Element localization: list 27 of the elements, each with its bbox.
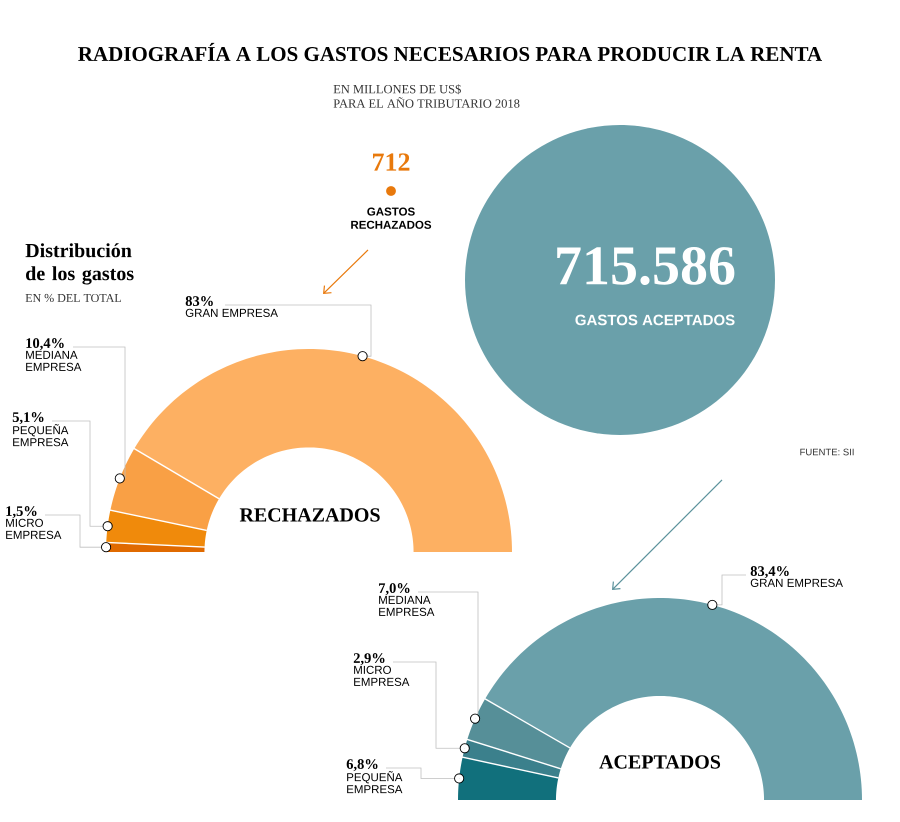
data-label: 83% (186, 296, 213, 306)
data-label: 5,1% (12, 412, 44, 424)
text: EN MILLONES DE US$ PARA EL AÑO TRIBUTARIO 2018 (334, 84, 520, 108)
text: RADIOGRAFÍA A LOS GASTOS NECESARIOS PARA PRODUCIR LA RENTA (78, 42, 822, 62)
slice-label: GRAN EMPRESA (750, 578, 843, 587)
data-label: 712 (372, 153, 410, 171)
data-label: 2,9% (354, 653, 384, 666)
slice-label: MICRO EMPRESA (354, 666, 410, 686)
chart-title: Distribución de los gastos (26, 243, 134, 284)
chart-subtitle: EN % DEL TOTAL (26, 294, 121, 302)
text: ACEPTADOS (599, 755, 720, 769)
source-note: FUENTE: SII (800, 448, 854, 456)
slice-label: MICRO EMPRESA (6, 518, 62, 539)
data-label: 10,4% (26, 338, 64, 350)
data-label: 715.586 (557, 246, 734, 286)
slice-label: PEQUEÑA EMPRESA (13, 424, 68, 446)
slice-label: GRAN EMPRESA (186, 308, 278, 317)
slice-label: MEDIANA EMPRESA (26, 350, 82, 371)
text: RECHAZADOS (240, 508, 380, 522)
data-label: 6,8% (346, 759, 378, 772)
data-label: 83,4% (750, 566, 789, 578)
data-label: 1,5% (6, 506, 36, 518)
slice-label: PEQUEÑA EMPRESA (347, 771, 402, 794)
category-label: GASTOS RECHAZADOS (351, 208, 432, 229)
slice-label: MEDIANA EMPRESA (379, 596, 434, 616)
category-label: GASTOS ACEPTADOS (575, 314, 735, 326)
data-label: 7,0% (379, 583, 410, 596)
